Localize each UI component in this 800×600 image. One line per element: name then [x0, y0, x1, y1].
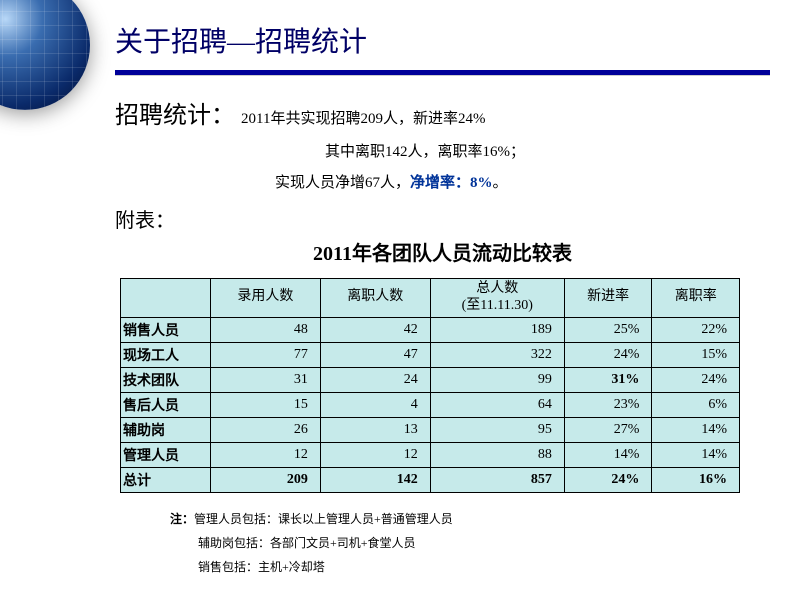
cell-out-rate: 14%	[652, 417, 740, 442]
stats-line1-text: 2011年共实现招聘209人，新进率24%	[241, 107, 485, 128]
cell-hired: 48	[211, 317, 321, 342]
cell-total: 95	[430, 417, 564, 442]
globe-decoration	[0, 0, 90, 110]
cell-total: 857	[430, 467, 564, 492]
title-underline	[115, 70, 770, 75]
cell-total: 189	[430, 317, 564, 342]
table-row: 辅助岗26139527%14%	[121, 417, 740, 442]
row-label: 辅助岗	[121, 417, 211, 442]
cell-in-rate: 14%	[564, 442, 652, 467]
col-left: 离职人数	[320, 279, 430, 318]
cell-out-rate: 14%	[652, 442, 740, 467]
table-row: 销售人员484218925%22%	[121, 317, 740, 342]
cell-hired: 15	[211, 392, 321, 417]
notes: 注：管理人员包括：课长以上管理人员+普通管理人员 辅助岗包括：各部门文员+司机+…	[170, 507, 770, 579]
cell-in-rate: 23%	[564, 392, 652, 417]
stats-line-2: 其中离职142人，离职率16%；	[115, 140, 770, 161]
row-label: 技术团队	[121, 367, 211, 392]
row-label: 管理人员	[121, 442, 211, 467]
title-bar: 关于招聘—招聘统计	[115, 20, 770, 75]
note-2: 辅助岗包括：各部门文员+司机+食堂人员	[170, 531, 770, 555]
cell-hired: 77	[211, 342, 321, 367]
cell-left: 24	[320, 367, 430, 392]
line3-highlight: 净增率：8%	[410, 175, 493, 191]
attach-label: 附表：	[115, 204, 770, 233]
cell-left: 142	[320, 467, 430, 492]
note-label: 注：	[170, 512, 194, 526]
table-title: 2011年各团队人员流动比较表	[115, 237, 770, 266]
cell-left: 4	[320, 392, 430, 417]
col-out-rate: 离职率	[652, 279, 740, 318]
row-label: 总计	[121, 467, 211, 492]
col-total: 总人数(至11.11.30)	[430, 279, 564, 318]
note-1: 注：管理人员包括：课长以上管理人员+普通管理人员	[170, 507, 770, 531]
cell-total: 64	[430, 392, 564, 417]
cell-left: 47	[320, 342, 430, 367]
cell-left: 13	[320, 417, 430, 442]
cell-in-rate: 31%	[564, 367, 652, 392]
table-row: 现场工人774732224%15%	[121, 342, 740, 367]
table-row: 管理人员12128814%14%	[121, 442, 740, 467]
cell-out-rate: 22%	[652, 317, 740, 342]
row-label: 销售人员	[121, 317, 211, 342]
cell-hired: 12	[211, 442, 321, 467]
cell-hired: 26	[211, 417, 321, 442]
note-3: 销售包括：主机+冷却塔	[170, 555, 770, 579]
col-blank	[121, 279, 211, 318]
cell-out-rate: 24%	[652, 367, 740, 392]
row-label: 售后人员	[121, 392, 211, 417]
flow-table: 录用人数 离职人数 总人数(至11.11.30) 新进率 离职率 销售人员484…	[120, 278, 740, 493]
cell-hired: 209	[211, 467, 321, 492]
col-in-rate: 新进率	[564, 279, 652, 318]
cell-out-rate: 15%	[652, 342, 740, 367]
cell-out-rate: 16%	[652, 467, 740, 492]
stats-label: 招聘统计：	[115, 95, 235, 130]
table-row: 技术团队31249931%24%	[121, 367, 740, 392]
cell-out-rate: 6%	[652, 392, 740, 417]
cell-left: 12	[320, 442, 430, 467]
col-hired: 录用人数	[211, 279, 321, 318]
cell-hired: 31	[211, 367, 321, 392]
row-label: 现场工人	[121, 342, 211, 367]
cell-in-rate: 24%	[564, 342, 652, 367]
stats-line-1: 招聘统计： 2011年共实现招聘209人，新进率24%	[115, 95, 770, 130]
cell-in-rate: 24%	[564, 467, 652, 492]
table-row: 售后人员1546423%6%	[121, 392, 740, 417]
cell-in-rate: 25%	[564, 317, 652, 342]
stats-line-3: 实现人员净增67人，净增率：8%。	[115, 171, 770, 192]
line3-prefix: 实现人员净增67人，	[275, 175, 410, 191]
content-area: 招聘统计： 2011年共实现招聘209人，新进率24% 其中离职142人，离职率…	[115, 95, 770, 579]
cell-total: 322	[430, 342, 564, 367]
slide: 关于招聘—招聘统计 招聘统计： 2011年共实现招聘209人，新进率24% 其中…	[0, 0, 800, 600]
cell-total: 88	[430, 442, 564, 467]
page-title: 关于招聘—招聘统计	[115, 20, 770, 60]
cell-in-rate: 27%	[564, 417, 652, 442]
line3-suffix: 。	[493, 175, 508, 191]
table-total-row: 总计20914285724%16%	[121, 467, 740, 492]
cell-total: 99	[430, 367, 564, 392]
table-header-row: 录用人数 离职人数 总人数(至11.11.30) 新进率 离职率	[121, 279, 740, 318]
cell-left: 42	[320, 317, 430, 342]
